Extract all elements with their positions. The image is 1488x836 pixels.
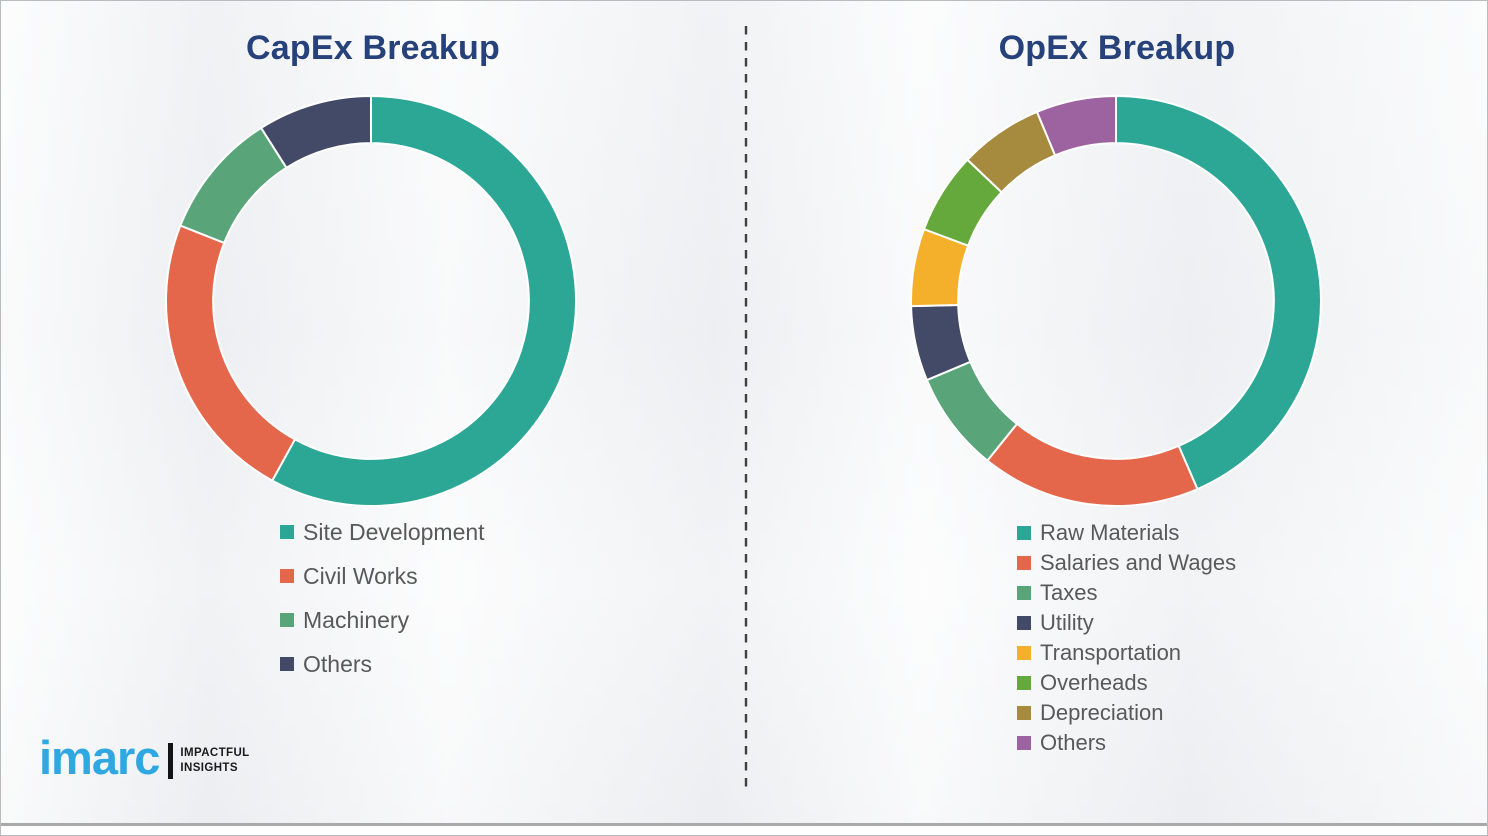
vertical-dashed-divider bbox=[744, 26, 748, 793]
bottom-border-line bbox=[1, 823, 1487, 826]
legend-item: Others bbox=[280, 642, 485, 686]
donut-segment-salaries-and-wages bbox=[986, 422, 1199, 507]
legend-label: Others bbox=[303, 650, 373, 677]
legend-label: Salaries and Wages bbox=[1040, 550, 1237, 575]
legend-label: Depreciation bbox=[1040, 700, 1164, 725]
legend-label: Machinery bbox=[303, 606, 410, 633]
legend-swatch bbox=[1017, 616, 1031, 630]
bottom-white-strip bbox=[1, 826, 1487, 835]
legend-swatch bbox=[1017, 736, 1031, 750]
logo-divider-bar bbox=[168, 742, 174, 779]
opex-legend: Raw Materials Salaries and Wages Taxes Util… bbox=[1017, 518, 1236, 758]
legend-item: Site Development bbox=[280, 510, 485, 554]
legend-item: Others bbox=[1017, 728, 1236, 758]
legend-swatch bbox=[1017, 646, 1031, 660]
legend-label: Site Development bbox=[303, 518, 485, 545]
legend-swatch bbox=[1017, 676, 1031, 690]
legend-item: Transportation bbox=[1017, 638, 1236, 668]
donut-segment-others bbox=[260, 95, 372, 169]
legend-item: Civil Works bbox=[280, 554, 485, 598]
legend-item: Utility bbox=[1017, 608, 1236, 638]
capex-chart-title: CapEx Breakup bbox=[246, 29, 500, 67]
imarc-logo-text: imarc bbox=[39, 731, 160, 784]
legend-item: Depreciation bbox=[1017, 698, 1236, 728]
legend-label: Transportation bbox=[1040, 640, 1182, 665]
logo-tagline: IMPACTFUL INSIGHTS bbox=[180, 746, 249, 775]
legend-swatch bbox=[280, 525, 294, 539]
legend-label: Civil Works bbox=[303, 562, 418, 589]
legend-label: Others bbox=[1040, 730, 1107, 755]
capex-legend: Site Development Civil Works Machinery Othe… bbox=[280, 510, 485, 686]
legend-swatch bbox=[1017, 706, 1031, 720]
legend-label: Taxes bbox=[1040, 580, 1098, 605]
opex-chart-title: OpEx Breakup bbox=[998, 29, 1236, 67]
legend-swatch bbox=[1017, 586, 1031, 600]
donut-segment-raw-materials bbox=[1115, 95, 1322, 491]
opex-donut-chart bbox=[910, 95, 1322, 507]
legend-swatch bbox=[1017, 526, 1031, 540]
legend-label: Utility bbox=[1040, 610, 1094, 635]
logo-tagline-line2: INSIGHTS bbox=[180, 761, 238, 774]
legend-item: Raw Materials bbox=[1017, 518, 1236, 548]
legend-swatch bbox=[280, 657, 294, 671]
legend-item: Salaries and Wages bbox=[1017, 548, 1236, 578]
legend-swatch bbox=[280, 613, 294, 627]
legend-item: Machinery bbox=[280, 598, 485, 642]
legend-swatch bbox=[280, 569, 294, 583]
legend-item: Overheads bbox=[1017, 668, 1236, 698]
capex-donut-chart bbox=[165, 95, 577, 507]
legend-swatch bbox=[1017, 556, 1031, 570]
logo-tagline-line1: IMPACTFUL bbox=[180, 747, 250, 760]
legend-label: Raw Materials bbox=[1040, 520, 1180, 545]
imarc-logo: imarc IMPACTFUL INSIGHTS bbox=[39, 734, 250, 781]
donut-segment-machinery bbox=[179, 126, 288, 244]
legend-label: Overheads bbox=[1040, 670, 1148, 695]
donut-segment-others bbox=[1035, 95, 1117, 157]
donut-segment-civil-works bbox=[165, 224, 296, 482]
donut-segment-site-development bbox=[271, 95, 577, 507]
legend-item: Taxes bbox=[1017, 578, 1236, 608]
